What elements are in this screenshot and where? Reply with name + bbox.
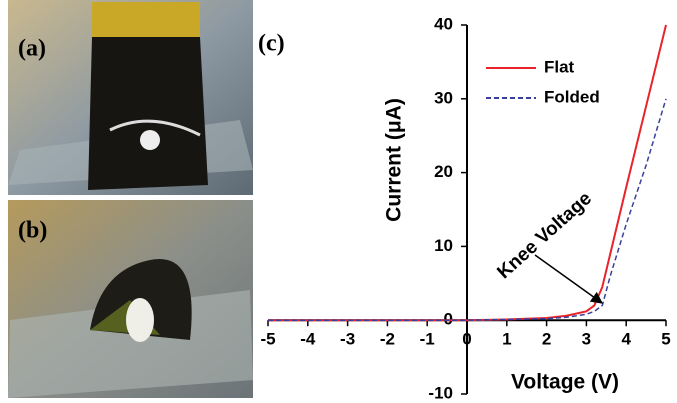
x-tick-label: 4: [621, 330, 631, 349]
y-tick-label: 20: [434, 162, 453, 181]
x-tick-label: -2: [380, 330, 395, 349]
panel-label: (b): [18, 218, 47, 244]
x-tick-label: -4: [300, 330, 316, 349]
y-tick-label: 30: [434, 88, 453, 107]
panel-label: (a): [18, 36, 46, 62]
annotation: Knee Voltage: [493, 188, 595, 283]
y-tick-label: -10: [428, 383, 453, 402]
x-tick-label: -3: [340, 330, 355, 349]
legend-label: Folded: [544, 87, 600, 106]
x-tick-label: 0: [462, 330, 471, 349]
x-tick-label: 5: [661, 330, 670, 349]
x-tick-label: -1: [420, 330, 435, 349]
x-axis-title: Voltage (V): [511, 371, 619, 394]
panel-label: (c): [258, 31, 285, 57]
legend-label: Flat: [544, 57, 575, 76]
x-tick-label: 3: [582, 330, 591, 349]
y-tick-label: 0: [444, 310, 453, 329]
y-tick-label: 10: [434, 236, 453, 255]
figure: (a) (b) (c) Current (μA) Voltage (V) Kne…: [0, 0, 677, 403]
photo-b: (b): [8, 200, 253, 398]
annotation-arrow: [535, 255, 602, 303]
x-tick-label: 2: [542, 330, 551, 349]
photo-a: (a): [8, 0, 253, 195]
y-axis-title: Current (μA): [383, 98, 406, 222]
x-tick-label: 1: [502, 330, 511, 349]
x-tick-label: -5: [260, 330, 275, 349]
y-tick-label: 40: [434, 14, 453, 33]
